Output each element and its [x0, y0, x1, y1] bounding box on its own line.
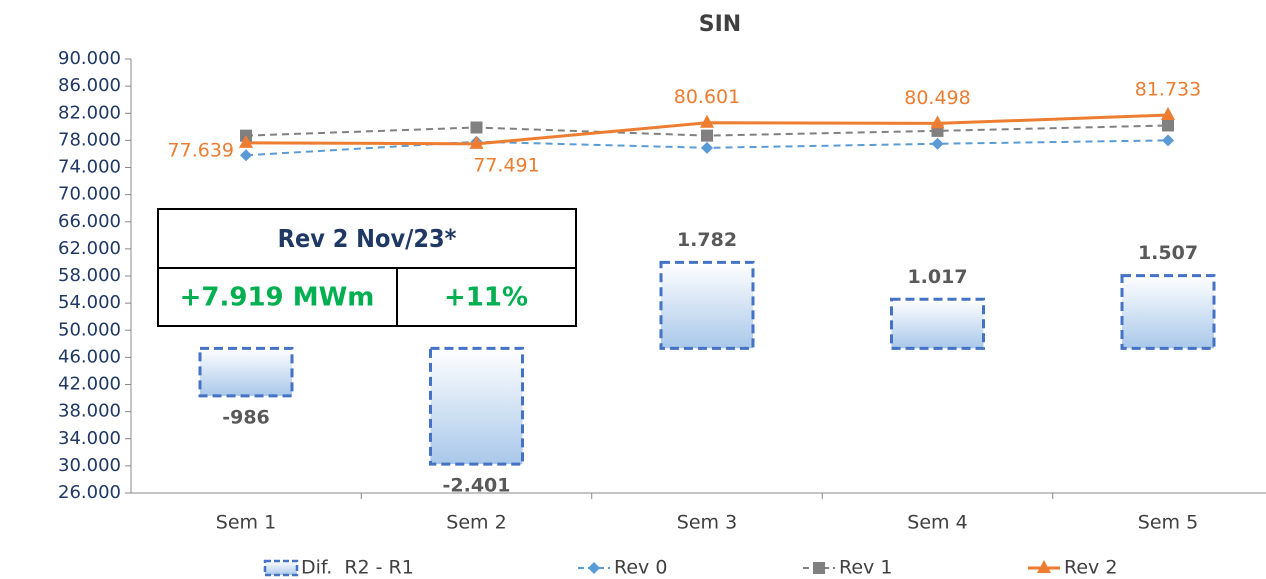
legend-swatch — [263, 559, 299, 577]
y-tick-label: 62.000 — [58, 238, 121, 259]
y-tick-label: 78.000 — [58, 129, 121, 150]
box-cell: +7.919 MWm — [180, 283, 375, 313]
point — [470, 121, 483, 134]
point — [239, 134, 253, 148]
legend-label: Rev 2 — [1064, 557, 1117, 579]
y-tick-label: 54.000 — [58, 292, 121, 313]
y-tick-label: 74.000 — [58, 157, 121, 178]
data-label: 1.017 — [907, 266, 967, 288]
legend-label: Rev 1 — [839, 557, 892, 579]
box-title: Rev 2 Nov/23* — [278, 224, 457, 253]
data-label: -2.401 — [443, 475, 511, 497]
point — [930, 115, 945, 129]
y-tick-label: 38.000 — [58, 401, 121, 422]
point — [1162, 134, 1174, 147]
legend-label: Rev 0 — [614, 557, 667, 579]
point — [469, 135, 484, 149]
data-label: 77.639 — [168, 139, 234, 161]
point — [1037, 560, 1051, 573]
annotation-box: Rev 2 Nov/23* +7.919 MWm +11% — [157, 208, 577, 327]
point — [701, 129, 713, 142]
point — [588, 562, 600, 574]
x-tick-label: Sem 1 — [216, 512, 276, 534]
series-2 — [240, 119, 1174, 142]
y-tick-label: 66.000 — [58, 211, 121, 232]
legend-label: Dif. R2 - R1 — [301, 557, 414, 579]
point — [1162, 119, 1174, 132]
y-tick-label: 42.000 — [58, 374, 121, 395]
point — [240, 149, 252, 162]
data-label: -986 — [222, 406, 270, 428]
y-tick-label: 90.000 — [58, 48, 121, 69]
point — [701, 141, 713, 154]
x-tick-label: Sem 5 — [1138, 512, 1198, 534]
point — [1161, 107, 1175, 121]
series-3: 77.639 77.491 80.601 80.498 81.733 — [168, 79, 1202, 177]
data-label: 80.601 — [674, 86, 740, 108]
data-label: 81.733 — [1135, 79, 1201, 101]
bar — [1120, 274, 1216, 350]
bar — [429, 346, 524, 466]
y-tick-label: 86.000 — [58, 75, 121, 96]
point — [931, 137, 944, 150]
box-cell: +11% — [444, 283, 528, 313]
y-tick-label: 30.000 — [58, 455, 121, 476]
y-tick-label: 26.000 — [58, 482, 121, 503]
point — [813, 562, 825, 574]
y-tick-label: 58.000 — [58, 265, 121, 286]
x-tick-label: Sem 2 — [446, 512, 506, 534]
x-tick-label: Sem 3 — [677, 512, 737, 534]
y-tick-label: 46.000 — [58, 346, 121, 367]
data-label: 1.507 — [1138, 242, 1198, 264]
bar — [659, 260, 755, 350]
y-tick-label: 70.000 — [58, 184, 121, 205]
chart-title: SIN — [699, 12, 741, 37]
y-tick-label: 34.000 — [58, 428, 121, 449]
point — [700, 114, 714, 128]
x-tick-label: Sem 4 — [907, 512, 967, 534]
bar — [198, 346, 294, 398]
data-label: 80.498 — [904, 87, 970, 109]
bar — [890, 297, 985, 350]
data-label: 77.491 — [473, 154, 539, 176]
data-label: 1.782 — [677, 229, 737, 251]
y-tick-label: 82.000 — [58, 102, 121, 123]
y-tick-label: 50.000 — [58, 319, 121, 340]
